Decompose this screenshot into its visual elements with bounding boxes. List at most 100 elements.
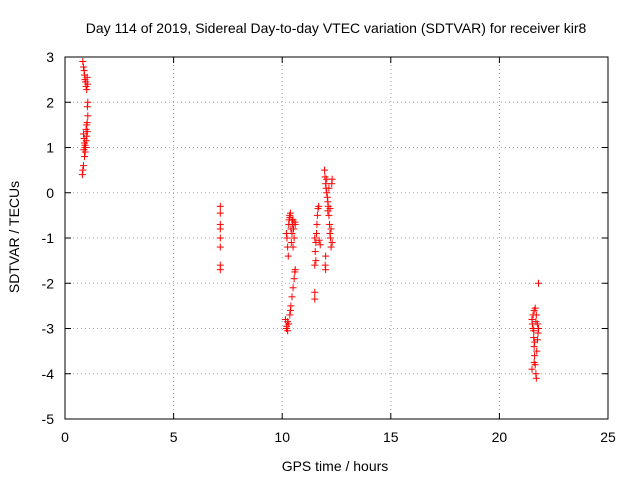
data-point — [287, 302, 295, 310]
data-point — [315, 236, 323, 244]
data-point — [311, 234, 319, 242]
data-point — [78, 171, 86, 179]
data-point — [291, 220, 299, 228]
y-tick-label: -4 — [42, 366, 55, 382]
data-point — [311, 248, 319, 256]
data-point — [286, 209, 294, 217]
data-point — [530, 334, 538, 342]
data-point — [323, 175, 331, 183]
data-point — [328, 180, 336, 188]
data-point — [216, 202, 224, 210]
y-tick-label: 1 — [46, 140, 54, 156]
y-axis-label: SDTVAR / TECUs — [6, 181, 22, 293]
data-point — [531, 352, 539, 360]
grid-lines — [65, 57, 608, 419]
x-tick-label: 0 — [61, 429, 69, 445]
x-tick-label: 5 — [170, 429, 178, 445]
data-point — [288, 216, 296, 224]
x-tick-label: 25 — [600, 429, 616, 445]
data-point — [322, 252, 330, 260]
data-point — [328, 239, 336, 247]
y-tick-label: -2 — [42, 275, 55, 291]
data-point — [83, 103, 91, 111]
data-point — [79, 162, 87, 170]
data-point — [284, 318, 292, 326]
data-points — [78, 58, 542, 382]
data-point — [289, 284, 297, 292]
data-point — [532, 318, 540, 326]
data-point — [283, 234, 291, 242]
x-tick-label: 15 — [383, 429, 399, 445]
data-point — [288, 229, 296, 237]
y-tick-label: -3 — [42, 321, 55, 337]
data-point — [287, 239, 295, 247]
x-tick-label: 10 — [274, 429, 290, 445]
y-tick-label: 2 — [46, 94, 54, 110]
data-point — [286, 311, 294, 319]
data-point — [290, 275, 298, 283]
data-point — [531, 304, 539, 312]
data-point — [534, 279, 542, 287]
data-point — [323, 189, 331, 197]
data-point — [325, 211, 333, 219]
data-point — [528, 365, 536, 373]
x-axis-label: GPS time / hours — [282, 458, 389, 474]
data-point — [84, 80, 92, 88]
data-point — [288, 293, 296, 301]
data-point — [84, 112, 92, 120]
data-point — [313, 229, 321, 237]
data-point — [81, 153, 89, 161]
data-point — [326, 234, 334, 242]
data-point — [322, 266, 330, 274]
data-point — [313, 220, 321, 228]
data-point — [289, 243, 297, 251]
data-point — [316, 241, 324, 249]
data-point — [290, 234, 298, 242]
data-point — [83, 86, 91, 94]
data-point — [216, 234, 224, 242]
data-point — [326, 220, 334, 228]
data-point — [533, 336, 541, 344]
data-point — [315, 202, 323, 210]
data-point — [83, 128, 91, 136]
tick-labels: 0 5 10 15 20 25 -5 -4 -3 -2 -1 0 1 2 3 — [42, 49, 616, 445]
data-point — [313, 211, 321, 219]
data-point — [311, 295, 319, 303]
x-tick-label: 20 — [492, 429, 508, 445]
data-point — [530, 327, 538, 335]
y-tick-label: -5 — [42, 411, 55, 427]
data-point — [83, 119, 91, 127]
data-point — [327, 225, 335, 233]
data-point — [216, 243, 224, 251]
data-point — [534, 325, 542, 332]
data-point — [80, 146, 88, 154]
data-point — [311, 261, 319, 269]
data-point — [291, 266, 299, 274]
data-point — [79, 63, 87, 71]
data-point — [532, 311, 540, 319]
data-point — [311, 288, 319, 296]
plot-border — [64, 56, 609, 420]
y-tick-label: 3 — [46, 49, 54, 65]
data-point — [327, 243, 335, 251]
data-point — [312, 257, 320, 265]
data-point — [532, 374, 540, 382]
data-point — [326, 205, 334, 213]
data-point — [321, 166, 329, 174]
data-point — [325, 184, 333, 192]
data-point — [284, 252, 292, 260]
data-point — [289, 225, 297, 233]
data-point — [216, 225, 224, 233]
data-point — [533, 347, 541, 355]
data-point — [216, 209, 224, 217]
y-tick-label: -1 — [42, 230, 55, 246]
data-point — [82, 137, 90, 145]
data-point — [79, 58, 87, 66]
data-point — [83, 73, 91, 81]
y-tick-label: 0 — [46, 185, 54, 201]
data-point — [530, 358, 538, 366]
chart-title: Day 114 of 2019, Sidereal Day-to-day VTE… — [86, 20, 587, 36]
data-point — [216, 266, 224, 274]
data-point — [283, 325, 291, 332]
